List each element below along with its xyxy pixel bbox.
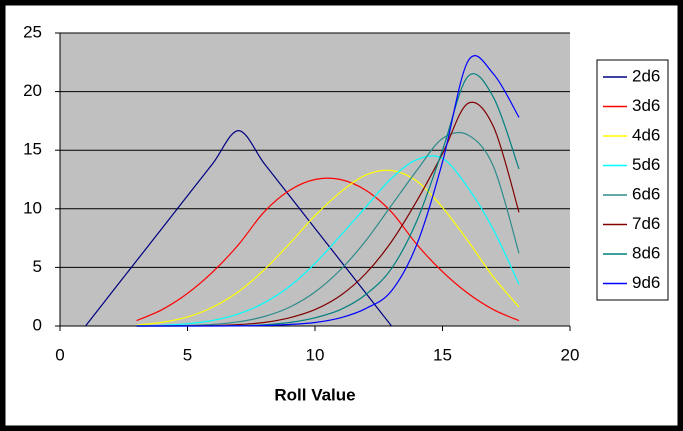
x-tick-label: 10 [306,345,325,364]
y-tick-label: 15 [23,140,42,159]
y-tick-label: 10 [23,198,42,217]
x-tick-label: 0 [55,345,64,364]
y-tick-label: 20 [23,81,42,100]
legend-label: 5d6 [632,155,660,174]
x-tick-label: 5 [183,345,192,364]
legend-label: 9d6 [632,273,660,292]
legend-label: 3d6 [632,96,660,115]
legend-label: 8d6 [632,243,660,262]
legend-label: 2d6 [632,66,660,85]
legend-label: 4d6 [632,125,660,144]
series-line [136,155,520,327]
x-axis-label: Roll Value [274,385,355,404]
x-tick-label: 20 [561,345,580,364]
series-line [85,130,392,327]
legend [596,59,669,301]
y-tick-label: 0 [33,315,42,334]
legend-label: 7d6 [632,214,660,233]
series-line [136,131,520,327]
legend-label: 6d6 [632,184,660,203]
y-tick-label: 25 [23,22,42,41]
series-line [136,169,520,326]
series-line [136,177,520,322]
y-tick-label: 5 [33,257,42,276]
x-tick-label: 15 [433,345,452,364]
series-line [136,55,520,327]
